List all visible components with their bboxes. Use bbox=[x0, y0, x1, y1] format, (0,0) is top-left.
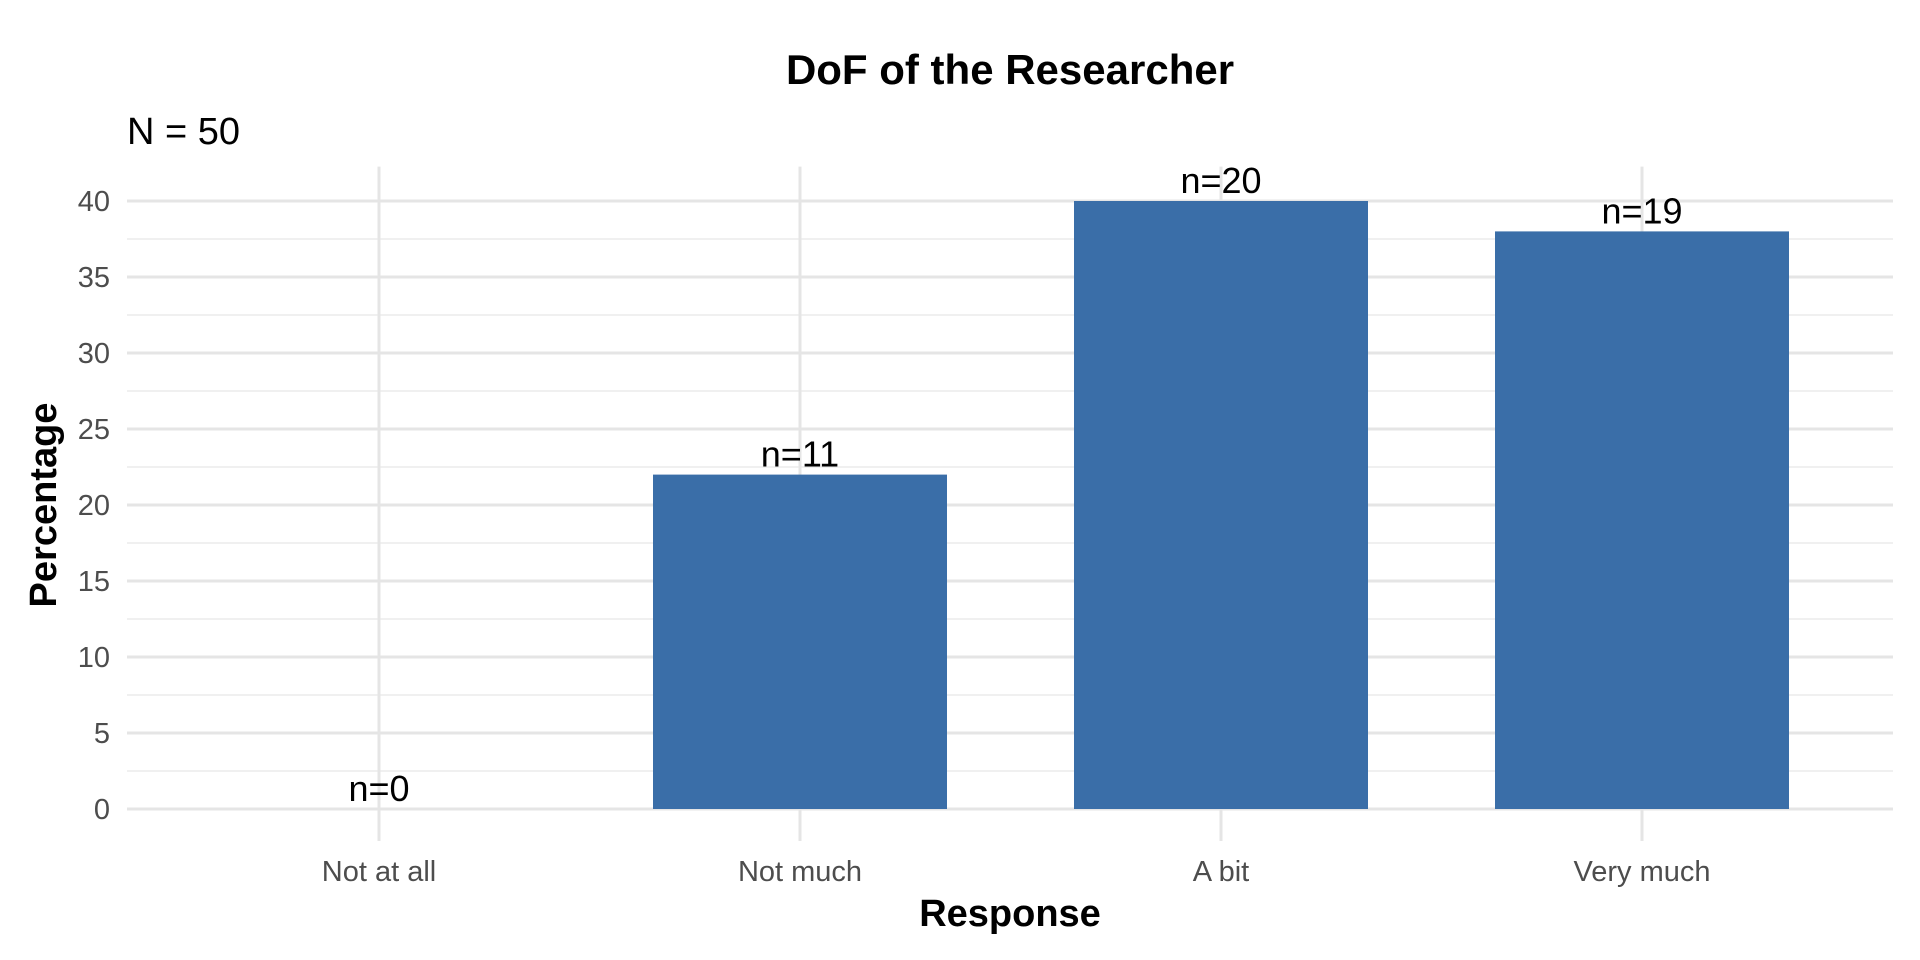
y-tick-label: 15 bbox=[78, 566, 110, 598]
chart-title: DoF of the Researcher bbox=[786, 46, 1234, 93]
x-axis-ticks: Not at all Not much A bit Very much bbox=[322, 856, 1711, 888]
y-tick-label: 30 bbox=[78, 338, 110, 370]
y-tick-label: 40 bbox=[78, 186, 110, 218]
bar-data-label: n=11 bbox=[761, 434, 839, 475]
x-tick-label: Not much bbox=[738, 856, 862, 888]
y-tick-label: 20 bbox=[78, 490, 110, 522]
y-tick-label: 5 bbox=[94, 718, 110, 750]
x-tick-label: Very much bbox=[1574, 856, 1711, 888]
bar bbox=[1074, 201, 1368, 809]
bar-data-label: n=0 bbox=[348, 768, 409, 809]
x-axis-title: Response bbox=[919, 893, 1101, 935]
chart-subtitle: N = 50 bbox=[127, 111, 240, 153]
y-tick-label: 10 bbox=[78, 642, 110, 674]
x-tick-label: Not at all bbox=[322, 856, 436, 888]
x-tick-label: A bit bbox=[1193, 856, 1249, 888]
bar-data-label: n=20 bbox=[1180, 160, 1261, 201]
y-tick-label: 25 bbox=[78, 414, 110, 446]
y-tick-label: 0 bbox=[94, 794, 110, 826]
bar-labels: n=0 n=11 n=20 n=19 bbox=[348, 160, 1682, 809]
bar-data-label: n=19 bbox=[1601, 190, 1682, 231]
y-axis-title: Percentage bbox=[23, 403, 65, 608]
bars bbox=[653, 201, 1789, 809]
bar bbox=[1495, 231, 1789, 809]
y-tick-label: 35 bbox=[78, 262, 110, 294]
bar bbox=[653, 474, 947, 809]
y-axis-ticks: 0 5 10 15 20 25 30 35 40 bbox=[78, 186, 110, 826]
